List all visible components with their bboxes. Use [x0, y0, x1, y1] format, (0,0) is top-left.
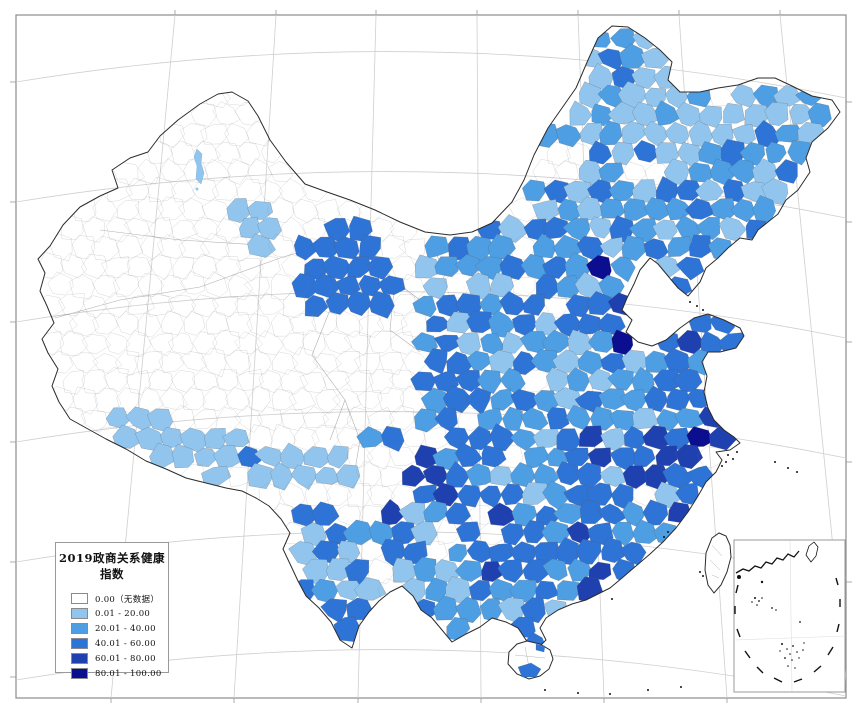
legend-swatch — [71, 668, 88, 679]
legend-row: 80.01 - 100.00 — [71, 666, 168, 681]
legend-label: 80.01 - 100.00 — [95, 668, 162, 679]
inset-frame — [733, 539, 846, 693]
legend-row: 0.01 - 20.00 — [71, 606, 168, 621]
legend-row: 60.01 - 80.00 — [71, 651, 168, 666]
inset-hainan — [737, 575, 741, 579]
legend-label: 0.00（无数据） — [95, 594, 160, 605]
taiwan-island — [704, 532, 732, 594]
legend-title: 2019政商关系健康指数 — [58, 551, 165, 581]
map-legend: 2019政商关系健康指数 0.00（无数据） 0.01 - 20.00 20.01 … — [55, 542, 169, 679]
legend-row: 40.01 - 60.00 — [71, 636, 168, 651]
legend-row: 20.01 - 40.00 — [71, 621, 168, 636]
prefecture-cells — [38, 28, 832, 650]
hainan-island — [507, 640, 554, 680]
legend-label: 60.01 - 80.00 — [95, 653, 156, 664]
legend-label: 0.01 - 20.00 — [95, 608, 151, 619]
nine-dash-line — [734, 577, 841, 683]
coastal-islands — [544, 301, 798, 695]
legend-swatch — [71, 608, 88, 619]
legend-swatch — [71, 638, 88, 649]
inset-islands — [751, 580, 805, 669]
legend-label: 40.01 - 60.00 — [95, 638, 156, 649]
inset-coastline — [735, 550, 800, 574]
legend-label: 20.01 - 40.00 — [95, 623, 156, 634]
legend-swatch — [71, 593, 88, 604]
legend-swatch — [71, 653, 88, 664]
lake — [193, 148, 205, 185]
legend-swatch — [71, 623, 88, 634]
legend-rows: 0.00（无数据） 0.01 - 20.00 20.01 - 40.00 40.01 … — [71, 591, 168, 681]
inset-taiwan — [805, 541, 819, 563]
frame-ticks — [10, 10, 852, 703]
legend-row: 0.00（无数据） — [71, 591, 168, 606]
china-outline — [37, 25, 841, 651]
south-china-sea-inset — [733, 539, 846, 693]
